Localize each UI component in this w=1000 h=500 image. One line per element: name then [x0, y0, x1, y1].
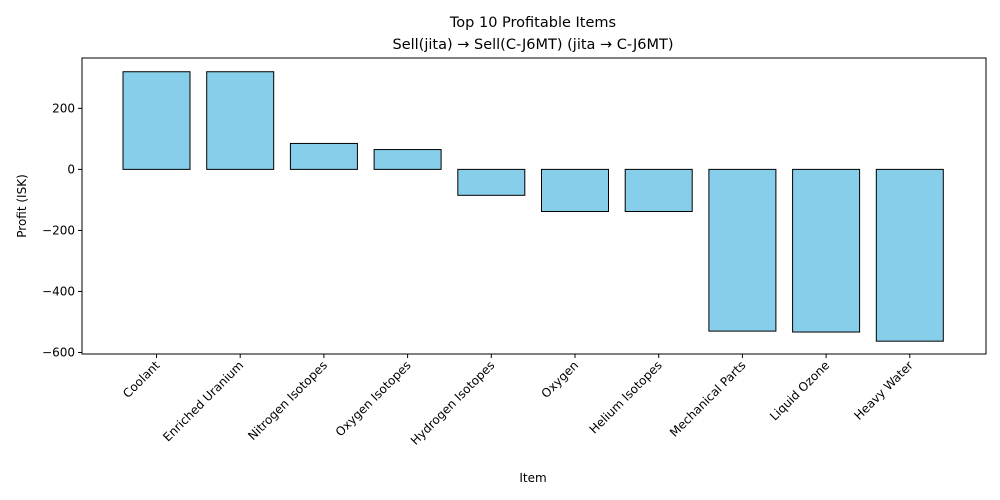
y-tick-label: −600: [42, 345, 75, 359]
y-tick-label: −400: [42, 284, 75, 298]
bar: [122, 71, 191, 170]
x-tick-label: Mechanical Parts: [667, 358, 749, 440]
y-axis-label: Profit (ISK): [15, 174, 29, 238]
chart-title: Top 10 Profitable Items: [449, 15, 616, 31]
x-axis-label: Item: [519, 471, 546, 485]
x-tick-label: Oxygen Isotopes: [333, 358, 414, 439]
bars-group: [122, 71, 944, 342]
chart-subtitle: Sell(jita) → Sell(C-J6MT) (jita → C-J6MT…: [393, 37, 674, 53]
bar: [289, 142, 358, 170]
bar: [541, 168, 609, 212]
x-tick-label: Hydrogen Isotopes: [408, 358, 498, 448]
y-axis-ticks: −600 −400 −200 0 200: [42, 101, 82, 359]
bar: [708, 168, 777, 332]
x-tick-label: Helium Isotopes: [587, 358, 665, 436]
x-tick-label: Enriched Uranium: [160, 358, 246, 444]
x-tick-label: Liquid Ozone: [767, 358, 832, 423]
bar: [875, 168, 944, 342]
x-tick-label: Nitrogen Isotopes: [245, 358, 330, 443]
x-tick-label: Heavy Water: [851, 358, 916, 423]
x-tick-label: Oxygen: [539, 358, 582, 401]
bar: [457, 168, 526, 196]
y-tick-label: −200: [42, 223, 75, 237]
bar: [373, 149, 442, 170]
y-tick-label: 0: [67, 162, 75, 176]
y-tick-label: 200: [52, 101, 75, 115]
plot-frame: [81, 57, 987, 355]
bar: [792, 168, 861, 333]
bar: [206, 71, 275, 170]
x-tick-label: Coolant: [120, 358, 163, 401]
bar: [624, 168, 693, 212]
